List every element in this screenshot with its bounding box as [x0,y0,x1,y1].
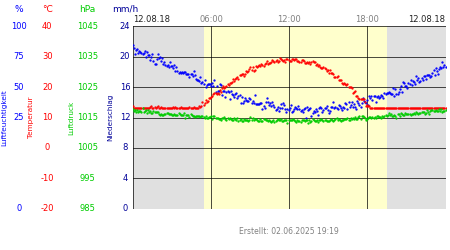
Text: Niederschlag: Niederschlag [107,94,113,141]
Text: 1005: 1005 [77,144,98,152]
Text: 16: 16 [120,82,130,92]
Text: hPa: hPa [80,5,96,14]
Text: 40: 40 [42,22,53,31]
Text: 1015: 1015 [77,113,98,122]
Text: %: % [14,5,23,14]
Text: 30: 30 [42,52,53,61]
Text: mm/h: mm/h [112,5,138,14]
Text: 100: 100 [11,22,27,31]
Text: 1045: 1045 [77,22,98,31]
Text: 06:00: 06:00 [199,15,223,24]
Text: 1035: 1035 [77,52,98,61]
Text: Erstellt: 02.06.2025 19:19: Erstellt: 02.06.2025 19:19 [239,227,339,236]
Text: Temperatur: Temperatur [27,97,34,138]
Bar [387,26,446,209]
Text: Luftfeuchtigkeit: Luftfeuchtigkeit [1,89,8,146]
Bar [133,26,204,209]
Text: -10: -10 [40,174,54,183]
Text: 0: 0 [16,204,22,213]
Text: 75: 75 [14,52,24,61]
Text: 18:00: 18:00 [356,15,379,24]
Text: 985: 985 [80,204,96,213]
Text: 12.08.18: 12.08.18 [409,15,446,24]
Text: 12:00: 12:00 [277,15,301,24]
Text: -20: -20 [40,204,54,213]
Text: 50: 50 [14,82,24,92]
Text: 12: 12 [120,113,130,122]
Text: 995: 995 [80,174,95,183]
Text: 20: 20 [120,52,130,61]
Text: 4: 4 [122,174,128,183]
Text: 25: 25 [14,113,24,122]
Text: 0: 0 [122,204,128,213]
Text: 8: 8 [122,144,128,152]
Text: 10: 10 [42,113,53,122]
Text: 0: 0 [45,144,50,152]
Bar [204,26,387,209]
Text: Luftdruck: Luftdruck [68,100,74,134]
Text: 24: 24 [120,22,130,31]
Text: 12.08.18: 12.08.18 [133,15,170,24]
Text: °C: °C [42,5,53,14]
Text: 20: 20 [42,82,53,92]
Text: 1025: 1025 [77,82,98,92]
